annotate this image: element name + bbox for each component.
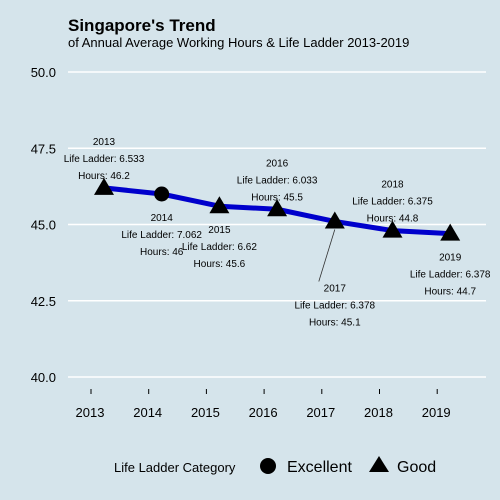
x-tick-label: 2018 <box>364 405 393 420</box>
annotation-label: 2017 <box>324 283 347 294</box>
annotation-label: Hours: 45.6 <box>194 259 246 270</box>
annotation-label: Hours: 44.8 <box>367 214 419 225</box>
x-tick-label: 2019 <box>422 405 451 420</box>
annotation-label: Life Ladder: 6.62 <box>182 242 257 253</box>
annotation-label: 2013 <box>93 137 116 148</box>
x-tick-label: 2016 <box>249 405 278 420</box>
annotation-label: 2019 <box>439 253 462 264</box>
annotation-label: Hours: 44.7 <box>424 287 476 298</box>
x-tick-label: 2014 <box>133 405 162 420</box>
annotation-label: Life Ladder: 6.378 <box>410 270 491 281</box>
annotation-label: Life Ladder: 6.033 <box>237 175 318 186</box>
annotation-label: Hours: 45.1 <box>309 317 361 328</box>
y-tick-label: 42.5 <box>31 294 56 309</box>
annotation-label: Hours: 46.2 <box>78 171 130 182</box>
legend-good-label: Good <box>397 459 436 476</box>
legend-title: Life Ladder Category <box>114 460 236 475</box>
y-tick-label: 45.0 <box>31 218 56 233</box>
chart-subtitle: of Annual Average Working Hours & Life L… <box>68 35 409 50</box>
legend-excellent-marker <box>260 458 276 474</box>
x-tick-label: 2015 <box>191 405 220 420</box>
annotation-label: Life Ladder: 6.533 <box>64 154 145 165</box>
chart-title: Singapore's Trend <box>68 16 216 35</box>
annotation-label: 2018 <box>381 180 404 191</box>
y-tick-label: 50.0 <box>31 65 56 80</box>
annotation-label: 2014 <box>151 213 174 224</box>
x-tick-label: 2017 <box>306 405 335 420</box>
annotation-label: 2015 <box>208 225 231 236</box>
y-tick-label: 40.0 <box>31 370 56 385</box>
annotation-label: Hours: 46 <box>140 247 184 258</box>
x-tick-label: 2013 <box>76 405 105 420</box>
annotation-label: Life Ladder: 6.378 <box>294 300 375 311</box>
annotation-label: Life Ladder: 6.375 <box>352 197 433 208</box>
annotation-label: Life Ladder: 7.062 <box>121 230 202 241</box>
legend-excellent-label: Excellent <box>287 459 352 476</box>
y-tick-label: 47.5 <box>31 141 56 156</box>
annotation-label: 2016 <box>266 158 289 169</box>
data-point-excellent <box>154 187 169 202</box>
annotation-label: Hours: 45.5 <box>251 192 303 203</box>
